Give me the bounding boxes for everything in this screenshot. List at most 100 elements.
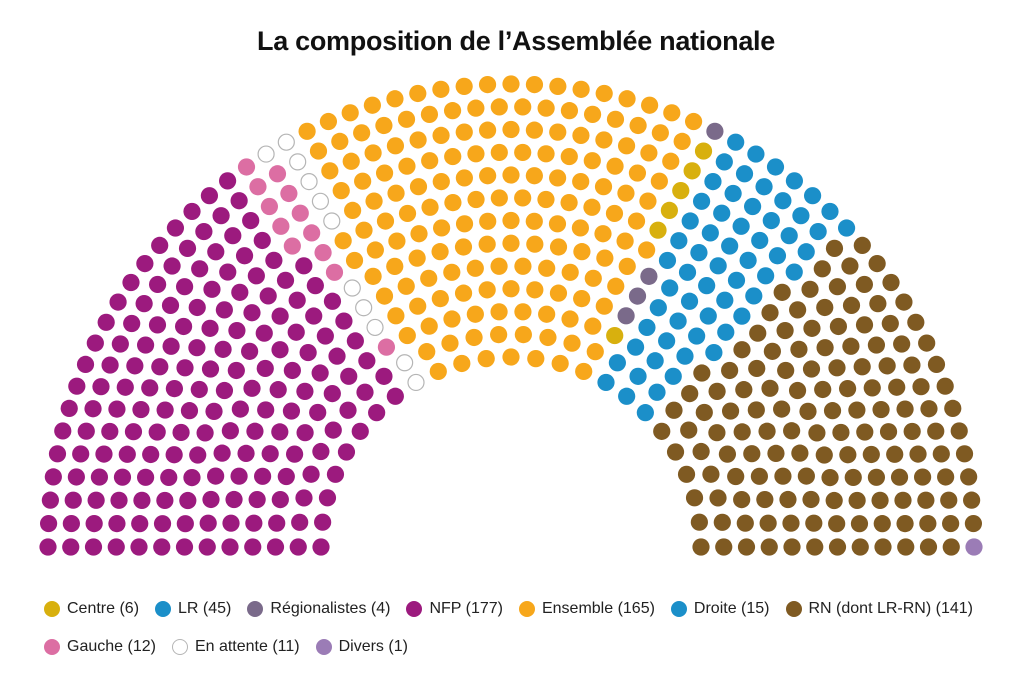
seat-lr xyxy=(649,299,667,317)
seat-nfp xyxy=(271,341,289,359)
seat-rn-dont-lr-rn xyxy=(862,445,880,464)
seat-rn-dont-lr-rn xyxy=(912,378,930,396)
legend-item-droite: Droite (15) xyxy=(670,600,770,618)
seat-ensemble xyxy=(332,182,350,200)
seat-ensemble xyxy=(443,263,461,281)
seat-rn-dont-lr-rn xyxy=(942,538,960,556)
seat-rn-dont-lr-rn xyxy=(777,361,795,380)
seat-lr xyxy=(755,178,773,196)
seat-droite xyxy=(705,343,723,362)
seat-rn-dont-lr-rn xyxy=(932,445,950,463)
seat-ensemble xyxy=(309,142,328,160)
seat-ensemble xyxy=(478,281,496,299)
seat-nfp xyxy=(221,422,239,440)
seat-centre xyxy=(683,162,701,180)
seat-ensemble xyxy=(354,172,372,190)
seat-nfp xyxy=(271,490,289,509)
seat-rn-dont-lr-rn xyxy=(914,468,932,486)
legend-swatch-ensemble xyxy=(518,601,535,617)
seat-ensemble xyxy=(594,178,613,196)
seat-ensemble xyxy=(409,178,428,196)
seat-ensemble xyxy=(409,297,427,315)
seat-ensemble xyxy=(651,124,669,142)
seat-rn-dont-lr-rn xyxy=(895,293,913,311)
seat-ensemble xyxy=(663,104,681,122)
seat-lr xyxy=(739,251,757,269)
seat-ensemble xyxy=(455,169,473,187)
seat-nfp xyxy=(368,404,386,422)
seat-rn-dont-lr-rn xyxy=(801,280,819,298)
seat-ensemble xyxy=(538,259,556,277)
seat-ensemble xyxy=(595,131,613,149)
seat-ensemble xyxy=(398,157,416,175)
seat-nfp xyxy=(242,211,260,230)
seat-ensemble xyxy=(572,172,590,191)
seat-rn-dont-lr-rn xyxy=(839,380,857,398)
seat-nfp xyxy=(356,383,374,401)
seat-ensemble xyxy=(366,241,384,259)
seat-nfp xyxy=(316,327,334,345)
seat-nfp xyxy=(179,491,197,510)
hemicycle-chart xyxy=(39,75,983,556)
seat-nfp xyxy=(306,277,324,295)
legend-label-centre: Centre (6) xyxy=(67,600,140,617)
seat-rn-dont-lr-rn xyxy=(677,465,696,483)
seat-nfp xyxy=(213,444,231,462)
seat-rn-dont-lr-rn xyxy=(828,278,847,296)
legend-swatch-en-attente xyxy=(171,639,188,655)
seat-rn-dont-lr-rn xyxy=(825,491,843,510)
seat-rn-dont-lr-rn xyxy=(855,275,873,294)
seat-ensemble xyxy=(479,167,497,185)
seat-rn-dont-lr-rn xyxy=(727,467,745,486)
seat-nfp xyxy=(111,335,129,353)
seat-lr xyxy=(678,263,697,281)
seat-nfp xyxy=(224,227,242,245)
seat-ensemble xyxy=(502,211,520,230)
seat-ensemble xyxy=(341,104,359,122)
seat-lr xyxy=(701,224,719,242)
seat-lr xyxy=(744,197,762,216)
seat-ensemble xyxy=(376,212,395,230)
seat-lr xyxy=(715,153,733,171)
seat-rn-dont-lr-rn xyxy=(692,442,710,461)
seat-ensemble xyxy=(455,77,473,95)
seat-ensemble xyxy=(388,232,406,250)
seat-rn-dont-lr-rn xyxy=(888,378,906,396)
seat-gauche xyxy=(268,165,287,183)
seat-ensemble xyxy=(467,190,485,209)
seat-ensemble xyxy=(618,90,636,108)
seat-divers xyxy=(965,538,983,556)
seat-ensemble xyxy=(466,305,484,323)
seat-rn-dont-lr-rn xyxy=(791,444,809,462)
seat-nfp xyxy=(312,538,330,556)
seat-rn-dont-lr-rn xyxy=(897,538,915,556)
seat-rn-dont-lr-rn xyxy=(917,491,935,509)
seat-nfp xyxy=(309,403,327,422)
seat-ensemble xyxy=(398,326,416,345)
seat-rn-dont-lr-rn xyxy=(920,400,938,418)
seat-rn-dont-lr-rn xyxy=(808,424,826,442)
seat-nfp xyxy=(207,467,225,485)
seat-rn-dont-lr-rn xyxy=(681,385,699,403)
seat-nfp xyxy=(283,361,301,380)
legend-item-lr: LR (45) xyxy=(155,600,231,618)
seat-ensemble xyxy=(561,263,579,281)
seat-lr xyxy=(762,211,780,230)
seat-rn-dont-lr-rn xyxy=(937,468,955,486)
seat-centre xyxy=(672,182,690,200)
seat-nfp xyxy=(142,445,160,464)
seat-rn-dont-lr-rn xyxy=(813,260,831,278)
seat-droite xyxy=(636,404,654,422)
seat-droite xyxy=(648,383,666,401)
seat-rn-dont-lr-rn xyxy=(829,317,848,336)
seat-nfp xyxy=(259,287,277,305)
seat-lr xyxy=(721,237,739,255)
seat-rn-dont-lr-rn xyxy=(779,490,797,509)
seat-ensemble xyxy=(639,192,657,210)
seat-droite xyxy=(768,247,787,265)
seat-nfp xyxy=(133,491,151,509)
seat-rn-dont-lr-rn xyxy=(806,538,824,556)
chart-title: La composition de l’Assemblée nationale xyxy=(257,26,775,56)
seat-ensemble xyxy=(549,284,568,302)
seat-ensemble xyxy=(673,132,691,150)
